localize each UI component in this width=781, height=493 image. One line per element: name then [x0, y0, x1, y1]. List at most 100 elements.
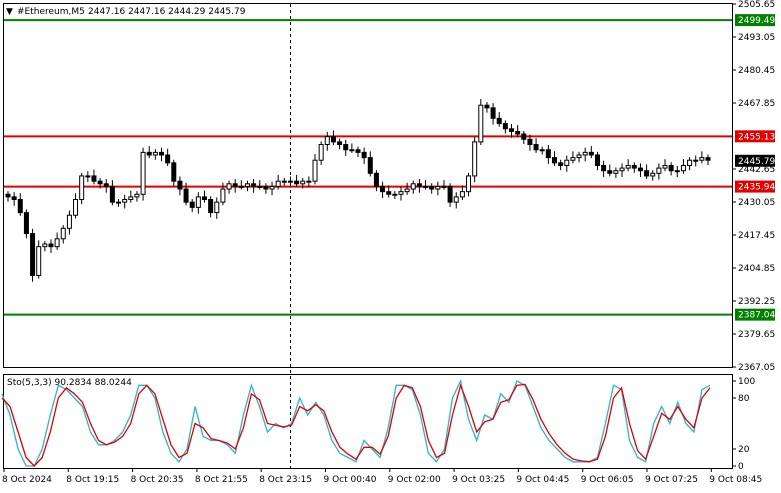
- candle-body: [116, 201, 122, 204]
- candle-body: [570, 157, 576, 161]
- candle-body: [330, 136, 336, 143]
- candle-body: [453, 196, 459, 203]
- stoch-plot-frame: [3, 374, 733, 469]
- candle-body: [177, 180, 183, 190]
- price-tick-label: 2480.45: [738, 66, 775, 76]
- stoch-signal-line: [1, 383, 711, 467]
- price-tick-label: 2505.65: [738, 0, 775, 10]
- price-tick-label: 2379.65: [738, 330, 775, 340]
- candle-body: [214, 201, 220, 214]
- candle-body: [644, 170, 650, 177]
- time-tick-label: 9 Oct 03:25: [452, 475, 505, 485]
- ohlc-readout: 2447.16 2447.16 2444.29 2445.79: [88, 7, 246, 17]
- candle-body: [281, 180, 287, 183]
- candle-body: [306, 180, 312, 183]
- chart-symbol: #Ethereum,M5: [17, 7, 85, 17]
- candle-body: [275, 180, 281, 187]
- candle-body: [429, 185, 435, 190]
- candle-body: [619, 167, 625, 172]
- main-plot-frame: [3, 3, 733, 368]
- candle-body: [478, 104, 484, 143]
- price-tick-label: 2467.85: [738, 99, 775, 109]
- candle-body: [687, 159, 693, 166]
- candle-body: [17, 199, 23, 214]
- symbol-triangle-icon: ▼: [6, 7, 13, 17]
- time-tick-label: 8 Oct 23:15: [259, 475, 312, 485]
- stoch-axis: 100 80 20 0: [732, 377, 755, 472]
- candle-body: [625, 164, 631, 169]
- candle-body: [527, 138, 533, 146]
- current-price-text: 2445.79: [738, 157, 775, 167]
- stoch-label: Sto(5,3,3) 90.2834 88.0244: [7, 378, 132, 388]
- candle-body: [398, 191, 404, 195]
- time-tick-label: 9 Oct 04:45: [516, 475, 569, 485]
- candle-body: [324, 136, 330, 146]
- level-tag-text: 2455.13: [738, 132, 775, 142]
- candle-body: [373, 172, 379, 187]
- candle-body: [355, 149, 361, 153]
- candle-body: [705, 157, 711, 161]
- stoch-tick-label: 20: [738, 445, 750, 455]
- time-tick-label: 9 Oct 02:00: [388, 475, 441, 485]
- candle-body: [502, 123, 508, 130]
- candle-body: [416, 183, 422, 187]
- candle-body: [361, 151, 367, 159]
- level-labels: 2499.49 2455.13 2435.94 2387.04 2445.79: [735, 14, 775, 321]
- level-tag-text: 2435.94: [738, 183, 775, 193]
- candle-body: [441, 185, 447, 188]
- level-tag-text: 2387.04: [738, 311, 775, 321]
- level-tag-text: 2499.49: [738, 16, 775, 26]
- candle-body: [484, 104, 490, 109]
- price-tick-label: 2430.05: [738, 198, 775, 208]
- time-tick-label: 8 Oct 19:15: [66, 475, 119, 485]
- candle-body: [48, 243, 54, 248]
- candle-body: [220, 188, 226, 203]
- time-tick-label: 9 Oct 06:05: [581, 475, 634, 485]
- time-tick-label: 8 Oct 20:35: [131, 475, 184, 485]
- candle-body: [238, 185, 244, 188]
- candle-body: [171, 162, 177, 182]
- candle-body: [545, 149, 551, 159]
- time-tick-label: 9 Oct 00:40: [324, 475, 377, 485]
- candle-body: [380, 185, 386, 193]
- candle-body: [269, 185, 275, 190]
- candle-body: [122, 199, 128, 203]
- candle-body: [103, 183, 109, 187]
- candle-body: [128, 196, 134, 201]
- candle-body: [257, 185, 263, 188]
- candle-body: [201, 196, 207, 201]
- candles-layer: [5, 98, 711, 282]
- candle-body: [183, 188, 189, 203]
- candle-body: [263, 185, 269, 190]
- candle-body: [287, 180, 293, 183]
- candle-body: [466, 175, 472, 193]
- candle-body: [312, 159, 318, 182]
- candle-body: [367, 157, 373, 174]
- candle-body: [294, 180, 300, 185]
- candle-body: [23, 212, 29, 235]
- candle-body: [576, 154, 582, 159]
- candle-body: [435, 185, 441, 190]
- candle-body: [226, 183, 232, 190]
- candle-body: [472, 141, 478, 177]
- candle-body: [588, 151, 594, 156]
- level-tag-2499.49: [735, 14, 775, 27]
- candle-body: [232, 183, 238, 187]
- candle-body: [30, 233, 36, 276]
- candle-body: [656, 167, 662, 174]
- candle-body: [85, 175, 91, 178]
- candle-body: [349, 149, 355, 152]
- candle-body: [152, 151, 158, 156]
- price-tick-label: 2493.05: [738, 33, 775, 43]
- candle-body: [631, 164, 637, 169]
- candle-body: [251, 183, 257, 187]
- price-tick-label: 2442.65: [738, 165, 775, 175]
- level-tag-2435.94: [735, 180, 775, 193]
- candle-body: [109, 185, 115, 203]
- candle-body: [693, 159, 699, 162]
- stoch-main-line: [1, 378, 711, 467]
- candle-body: [159, 151, 165, 156]
- candle-body: [392, 193, 398, 196]
- price-axis: 2505.65 2493.05 2480.45 2467.85 2442.65 2430.…: [732, 0, 775, 373]
